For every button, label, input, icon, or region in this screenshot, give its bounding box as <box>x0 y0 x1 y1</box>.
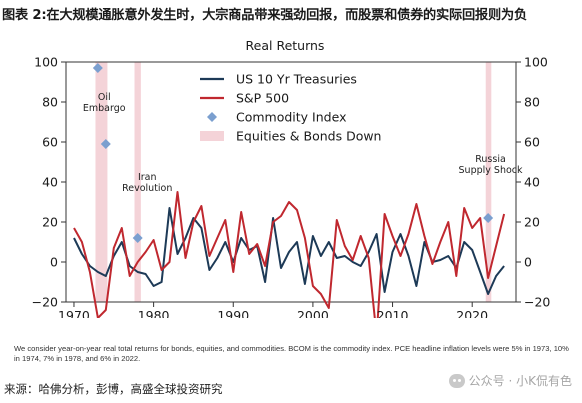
y-tick-label-left-2: 20 <box>42 215 58 230</box>
annotation-1: Iran Revolution <box>122 172 172 194</box>
commodity-marker-3 <box>483 213 494 223</box>
watermark-text: 公众号 · 小K侃有色 <box>468 374 572 388</box>
annotation-0-line-1: Embargo <box>83 103 126 114</box>
x-axis: 1970 1980 1990 2000 2010 2020 <box>58 302 488 318</box>
y-tick-label-left-6: 100 <box>34 55 58 70</box>
x-tick-label-1: 1980 <box>138 308 170 318</box>
legend-label-2: Commodity Index <box>236 110 346 125</box>
annotation-2-line-1: Supply Shock <box>459 165 523 176</box>
y-axis-left: −20 0 20 40 60 80 100 <box>32 55 66 310</box>
y-axis-right: −20 0 20 40 60 80 100 <box>516 55 550 310</box>
y-tick-label-left-1: 0 <box>50 255 58 270</box>
legend-label-0: US 10 Yr Treasuries <box>236 72 357 87</box>
commodity-marker-0 <box>92 63 103 73</box>
y-tick-label-right-3: 40 <box>524 175 540 190</box>
series-line-sp500 <box>73 191 506 318</box>
y-tick-label-left-0: −20 <box>32 295 58 310</box>
wechat-icon <box>448 373 465 388</box>
bands-layer <box>95 62 492 302</box>
y-tick-label-left-4: 60 <box>42 135 58 150</box>
annotation-1-line-1: Revolution <box>122 183 172 194</box>
x-tick-label-5: 2020 <box>456 308 488 318</box>
watermark: 公众号 · 小K侃有色 <box>448 372 572 389</box>
plot-border <box>65 61 517 303</box>
legend: US 10 Yr Treasuries S&P 500 Commodity Inde… <box>200 72 381 144</box>
footnote: We consider year-on-year real total retu… <box>14 344 569 363</box>
y-tick-label-right-5: 80 <box>524 95 540 110</box>
commodity-marker-2 <box>132 233 143 243</box>
legend-label-3: Equities & Bonds Down <box>236 129 381 144</box>
legend-label-1: S&P 500 <box>236 91 289 106</box>
y-tick-label-left-3: 40 <box>42 175 58 190</box>
y-tick-label-right-0: −20 <box>524 295 550 310</box>
annotation-1-line-0: Iran <box>138 172 157 183</box>
plot-frame <box>65 61 517 303</box>
band-0 <box>95 62 108 302</box>
legend-swatch-3 <box>200 131 224 141</box>
markers-layer <box>92 63 494 243</box>
real-returns-chart: Real Returns Oil Embargo Iran Revolution Rus… <box>32 38 550 318</box>
x-tick-label-0: 1970 <box>58 308 90 318</box>
commodity-marker-1 <box>100 139 111 149</box>
lines-layer <box>73 191 506 318</box>
band-2 <box>485 62 492 302</box>
chart-heading: 图表 2:在大规模通胀意外发生时，大宗商品带来强劲回报，而股票和债券的实际回报则… <box>2 8 527 23</box>
annotation-2: Russia Supply Shock <box>459 154 523 176</box>
chart-title: Real Returns <box>246 38 325 53</box>
y-tick-label-right-6: 100 <box>524 55 548 70</box>
annotation-0: Oil Embargo <box>83 92 126 114</box>
y-tick-label-right-4: 60 <box>524 135 540 150</box>
x-tick-label-2: 1990 <box>217 308 249 318</box>
y-tick-label-right-1: 0 <box>524 255 532 270</box>
legend-swatch-2 <box>207 112 217 122</box>
x-tick-label-3: 2000 <box>297 308 329 318</box>
annotations-layer: Oil Embargo Iran Revolution Russia Supply Sho… <box>83 92 523 194</box>
x-tick-label-4: 2010 <box>377 308 409 318</box>
source-line: 来源：哈佛分析，彭博，高盛全球投资研究 <box>4 382 223 396</box>
annotation-2-line-0: Russia <box>475 154 506 165</box>
y-tick-label-left-5: 80 <box>42 95 58 110</box>
band-1 <box>134 62 141 302</box>
y-tick-label-right-2: 20 <box>524 215 540 230</box>
annotation-0-line-0: Oil <box>98 92 111 103</box>
